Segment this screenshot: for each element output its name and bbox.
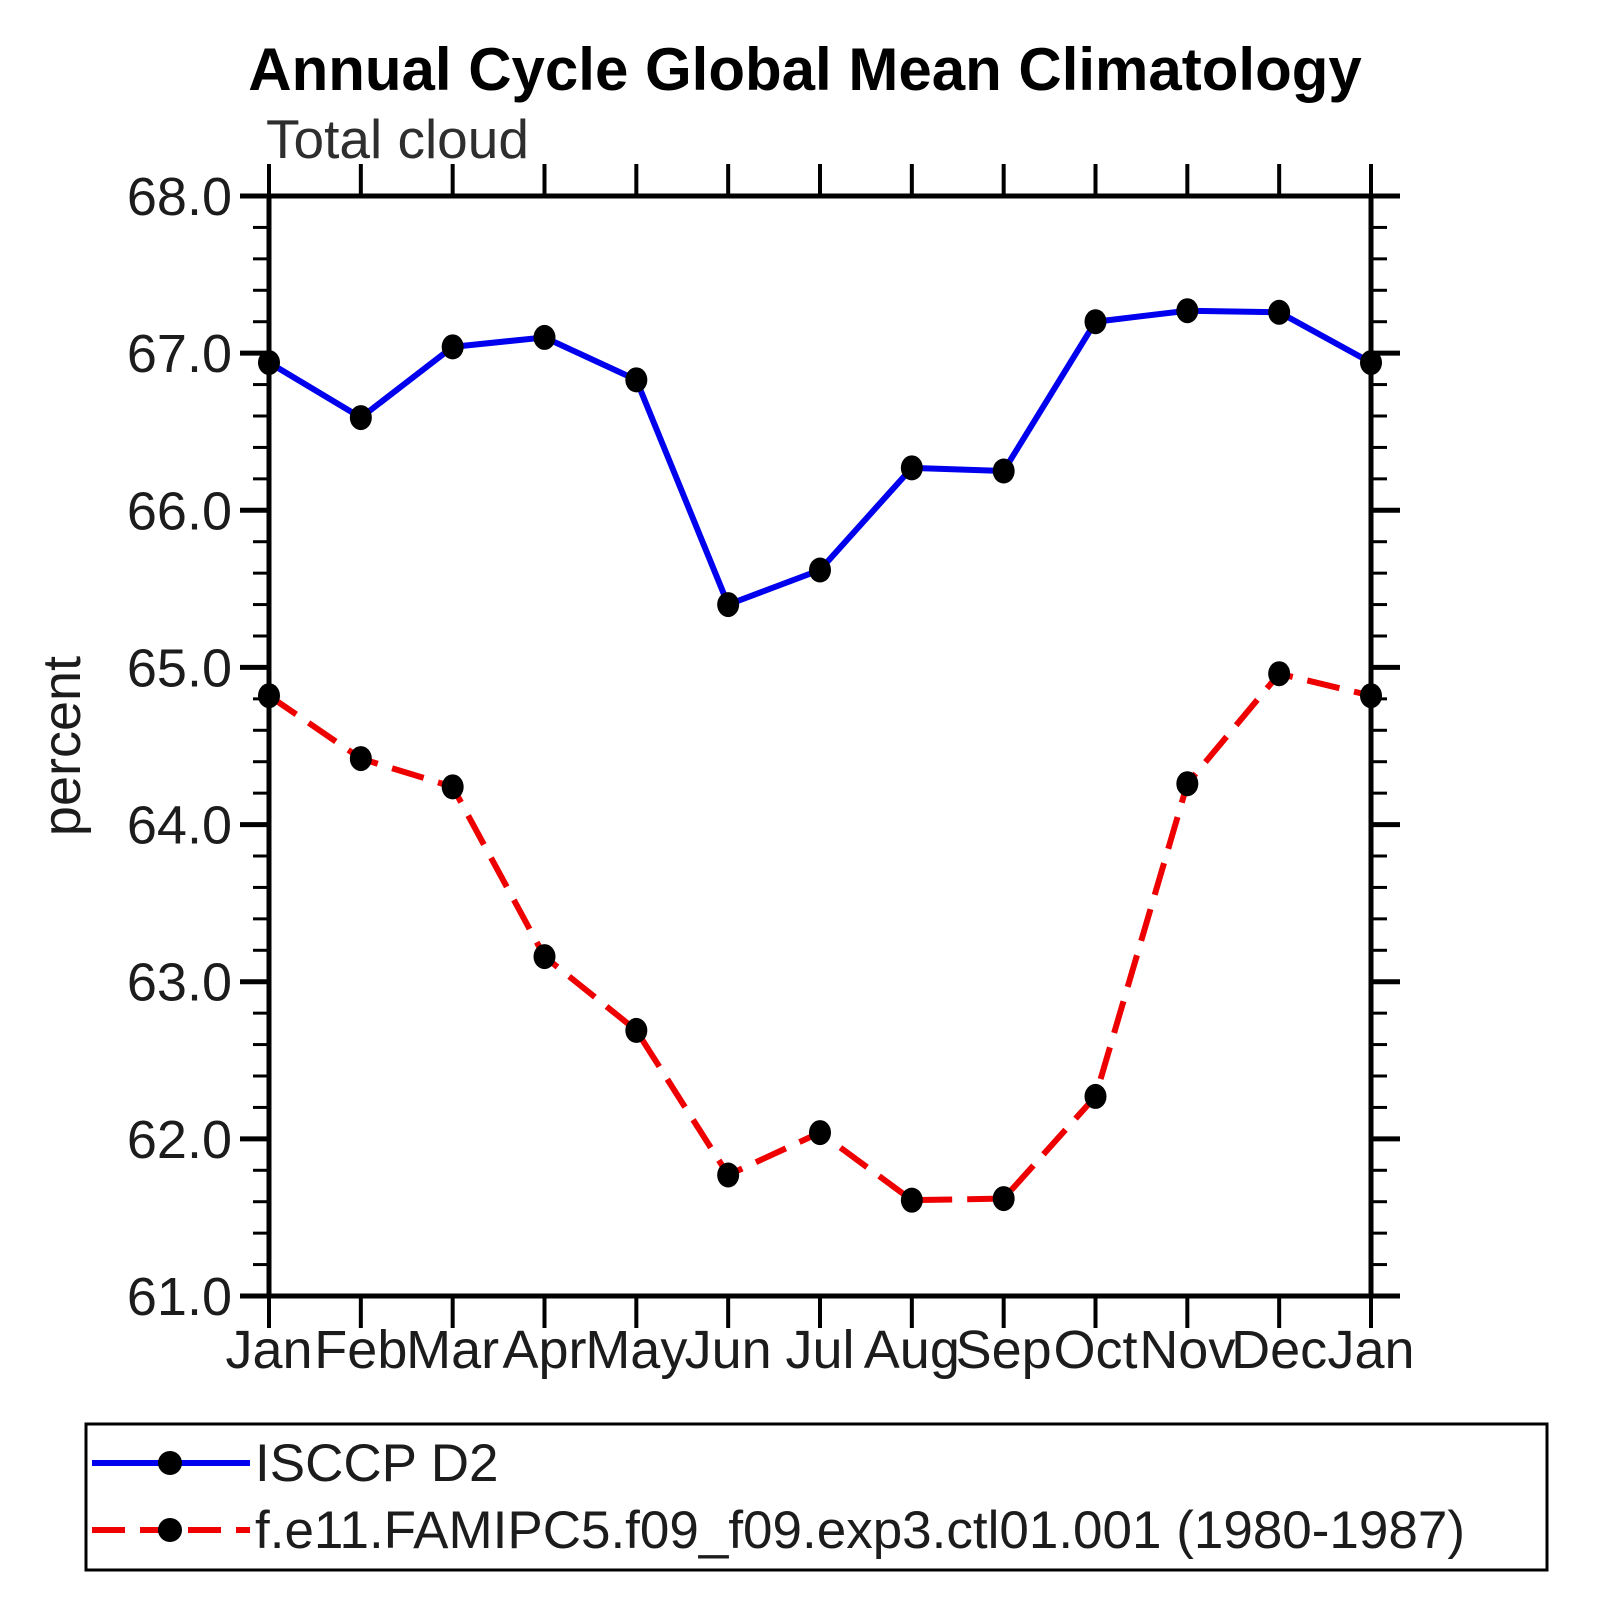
data-point-dot <box>625 1017 648 1043</box>
x-tick-label: Oct <box>1053 1320 1137 1380</box>
legend-label-model: f.e11.FAMIPC5.f09_f09.exp3.ctl01.001 (19… <box>255 1501 1465 1560</box>
data-point-dot <box>900 1187 923 1213</box>
data-point-dot <box>900 455 923 481</box>
x-tick-label: Jan <box>1327 1320 1414 1380</box>
data-point-dot <box>441 774 464 800</box>
data-point-dot <box>1268 299 1291 325</box>
legend-box: ISCCP D2 f.e11.FAMIPC5.f09_f09.exp3.ctl0… <box>84 1422 1549 1572</box>
x-tick-label: Jun <box>685 1320 772 1380</box>
y-tick-label: 61.0 <box>127 1267 232 1327</box>
x-tick-label: Dec <box>1231 1320 1327 1380</box>
legend-marker-dot <box>158 1518 182 1542</box>
x-tick-label: Nov <box>1139 1320 1235 1380</box>
x-tick-label: Sep <box>956 1320 1052 1380</box>
y-tick-label: 66.0 <box>127 481 232 541</box>
legend-marker-dot <box>158 1451 182 1475</box>
data-point-dot <box>1084 309 1107 335</box>
data-point-dot <box>809 557 831 583</box>
legend-entry-isccp: ISCCP D2 <box>92 1434 499 1493</box>
x-tick-label: Feb <box>314 1320 407 1380</box>
x-tick-label: Mar <box>406 1320 499 1380</box>
data-point-dot <box>717 592 740 618</box>
y-tick-label: 63.0 <box>127 953 232 1013</box>
y-tick-label: 67.0 <box>127 324 232 384</box>
data-point-dot <box>1268 661 1291 687</box>
data-point-dot <box>717 1162 740 1188</box>
data-point-dot <box>349 746 372 772</box>
data-point-dot <box>1084 1083 1107 1109</box>
x-tick-label: Jan <box>225 1320 312 1380</box>
data-point-dot <box>992 1186 1015 1212</box>
data-point-dot <box>1176 298 1199 324</box>
y-tick-label: 65.0 <box>127 638 232 698</box>
y-tick-label: 64.0 <box>127 796 232 856</box>
plot-frame <box>266 193 1374 1299</box>
legend-border <box>84 1422 1549 1572</box>
data-point-dot <box>533 944 556 970</box>
y-tick-label: 68.0 <box>127 167 232 227</box>
x-tick-label: Jul <box>785 1320 854 1380</box>
x-tick-label: Apr <box>502 1320 586 1380</box>
data-point-dot <box>349 405 372 431</box>
chart-subtitle: Total cloud <box>266 108 529 170</box>
data-point-dot <box>625 367 648 393</box>
data-point-dot <box>809 1120 831 1146</box>
data-point-dot <box>441 334 464 360</box>
x-tick-label: Aug <box>864 1320 960 1380</box>
y-tick-label: 62.0 <box>127 1110 232 1170</box>
y-axis-label: percent <box>32 656 92 836</box>
legend-entry-model: f.e11.FAMIPC5.f09_f09.exp3.ctl01.001 (19… <box>92 1501 1465 1560</box>
data-point-dot <box>1176 771 1199 797</box>
legend-label-isccp: ISCCP D2 <box>255 1434 499 1493</box>
data-point-dot <box>992 458 1015 484</box>
data-point-dot <box>533 324 556 350</box>
chart-title: Annual Cycle Global Mean Climatology <box>248 36 1362 103</box>
x-tick-label: May <box>585 1320 687 1380</box>
